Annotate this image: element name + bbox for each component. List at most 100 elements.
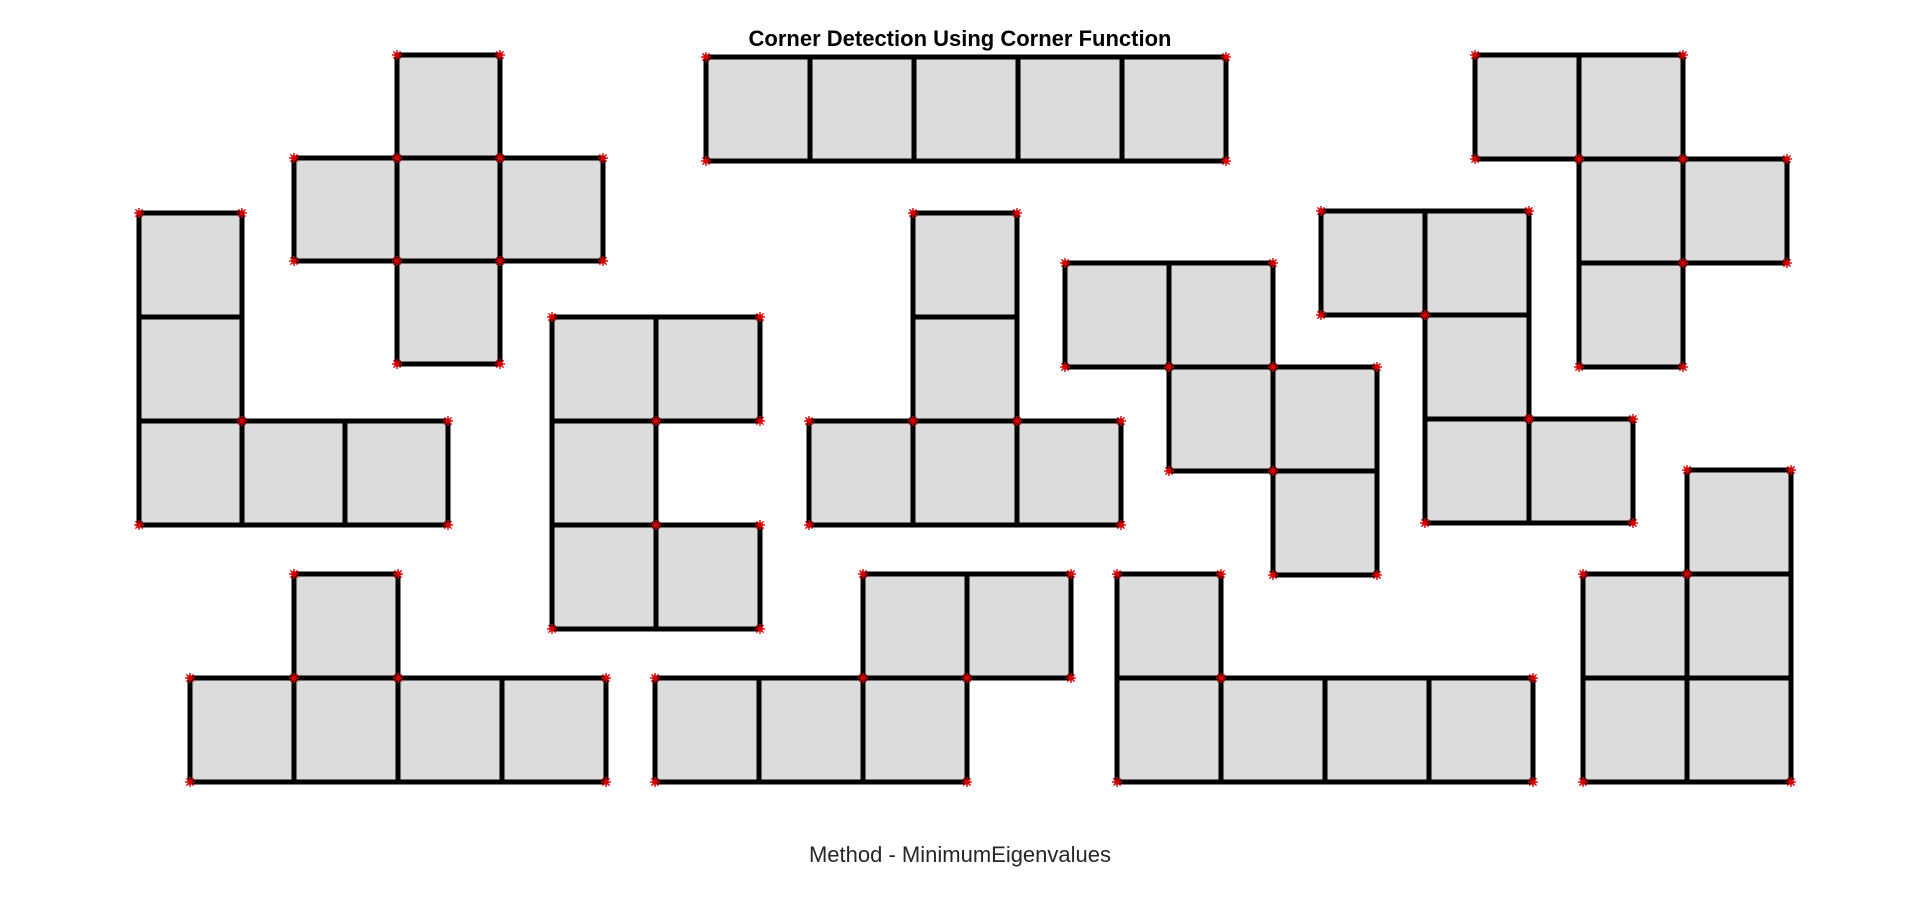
tile-square <box>394 258 503 367</box>
red-asterisk-marker <box>1066 569 1076 579</box>
red-asterisk-marker <box>392 256 402 266</box>
red-asterisk-marker <box>1268 570 1278 580</box>
red-asterisk-marker <box>1470 50 1480 60</box>
tile-square <box>394 52 503 161</box>
tile-square <box>291 571 401 681</box>
tile-square <box>860 571 970 681</box>
pentomino-y-bottom-left <box>187 571 609 785</box>
tile-square <box>1014 418 1124 528</box>
pentomino-x-top-left <box>291 52 606 367</box>
red-asterisk-marker <box>651 416 661 426</box>
tile-square <box>1119 54 1229 164</box>
pentomino-i-top-center <box>703 54 1229 164</box>
red-asterisk-marker <box>601 777 611 787</box>
tile-square <box>394 155 503 264</box>
tile-square <box>1576 260 1686 370</box>
red-asterisk-marker <box>495 153 505 163</box>
tile-square <box>136 314 245 424</box>
red-asterisk-marker <box>755 520 765 530</box>
tile-square <box>653 314 763 424</box>
red-asterisk-marker <box>1060 362 1070 372</box>
pentomino-w-center-right <box>1062 260 1380 578</box>
tile-square <box>1680 156 1790 266</box>
red-asterisk-marker <box>1420 310 1430 320</box>
red-asterisk-marker <box>547 624 557 634</box>
red-asterisk-marker <box>1316 206 1326 216</box>
red-asterisk-marker <box>1528 673 1538 683</box>
tile-square <box>1166 260 1276 370</box>
tile-square <box>860 675 970 785</box>
red-asterisk-marker <box>1782 258 1792 268</box>
red-asterisk-marker <box>547 312 557 322</box>
red-asterisk-marker <box>495 359 505 369</box>
tile-square <box>910 210 1020 320</box>
red-asterisk-marker <box>1578 777 1588 787</box>
tile-square <box>911 54 1021 164</box>
red-asterisk-marker <box>1372 362 1382 372</box>
tile-square <box>1322 675 1432 785</box>
red-asterisk-marker <box>1372 570 1382 580</box>
red-asterisk-marker <box>1112 569 1122 579</box>
tile-square <box>1426 675 1536 785</box>
figure-xlabel: Method - MinimumEigenvalues <box>808 842 1112 867</box>
pentomino-f-top-right <box>1472 52 1790 370</box>
tile-square <box>291 155 400 264</box>
red-asterisk-marker <box>185 673 195 683</box>
tile-square <box>1684 571 1794 681</box>
tile-square <box>549 418 659 528</box>
red-asterisk-marker <box>1470 154 1480 164</box>
red-asterisk-marker <box>1066 673 1076 683</box>
red-asterisk-marker <box>1786 465 1796 475</box>
red-asterisk-marker <box>1678 362 1688 372</box>
red-asterisk-marker <box>701 156 711 166</box>
red-asterisk-marker <box>908 208 918 218</box>
red-asterisk-marker <box>134 520 144 530</box>
tile-square <box>395 675 505 785</box>
red-asterisk-marker <box>495 256 505 266</box>
tile-square <box>549 522 659 632</box>
red-asterisk-marker <box>1682 569 1692 579</box>
red-asterisk-marker <box>1678 50 1688 60</box>
red-asterisk-marker <box>443 520 453 530</box>
tile-square <box>910 314 1020 424</box>
red-asterisk-marker <box>1221 52 1231 62</box>
red-asterisk-marker <box>1574 154 1584 164</box>
tile-square <box>1576 52 1686 162</box>
tile-square <box>1270 468 1380 578</box>
tile-square <box>291 675 401 785</box>
red-asterisk-marker <box>1524 206 1534 216</box>
red-asterisk-marker <box>392 359 402 369</box>
tile-square <box>1576 156 1686 266</box>
tile-square <box>806 418 916 528</box>
red-asterisk-marker <box>1012 208 1022 218</box>
tile-square <box>136 418 245 528</box>
red-asterisk-marker <box>1578 569 1588 579</box>
red-asterisk-marker <box>289 256 299 266</box>
red-asterisk-marker <box>858 673 868 683</box>
tile-square <box>1684 467 1794 577</box>
tile-square <box>497 155 606 264</box>
red-asterisk-marker <box>1216 673 1226 683</box>
red-asterisk-marker <box>1574 362 1584 372</box>
tile-square <box>549 314 659 424</box>
tile-square <box>499 675 609 785</box>
red-asterisk-marker <box>598 256 608 266</box>
red-asterisk-marker <box>1112 777 1122 787</box>
tile-square <box>703 54 813 164</box>
red-asterisk-marker <box>1678 154 1688 164</box>
red-asterisk-marker <box>1268 258 1278 268</box>
red-asterisk-marker <box>1420 518 1430 528</box>
tile-square <box>1166 364 1276 474</box>
red-asterisk-marker <box>392 153 402 163</box>
red-asterisk-marker <box>237 208 247 218</box>
figure-title: Corner Detection Using Corner Function <box>748 26 1172 51</box>
red-asterisk-marker <box>755 416 765 426</box>
tile-square <box>807 54 917 164</box>
red-asterisk-marker <box>1316 310 1326 320</box>
tile-square <box>1062 260 1172 370</box>
red-asterisk-marker <box>1678 258 1688 268</box>
tile-square <box>1580 571 1690 681</box>
red-asterisk-marker <box>393 673 403 683</box>
pentomino-z-right <box>1318 208 1636 526</box>
red-asterisk-marker <box>1528 777 1538 787</box>
